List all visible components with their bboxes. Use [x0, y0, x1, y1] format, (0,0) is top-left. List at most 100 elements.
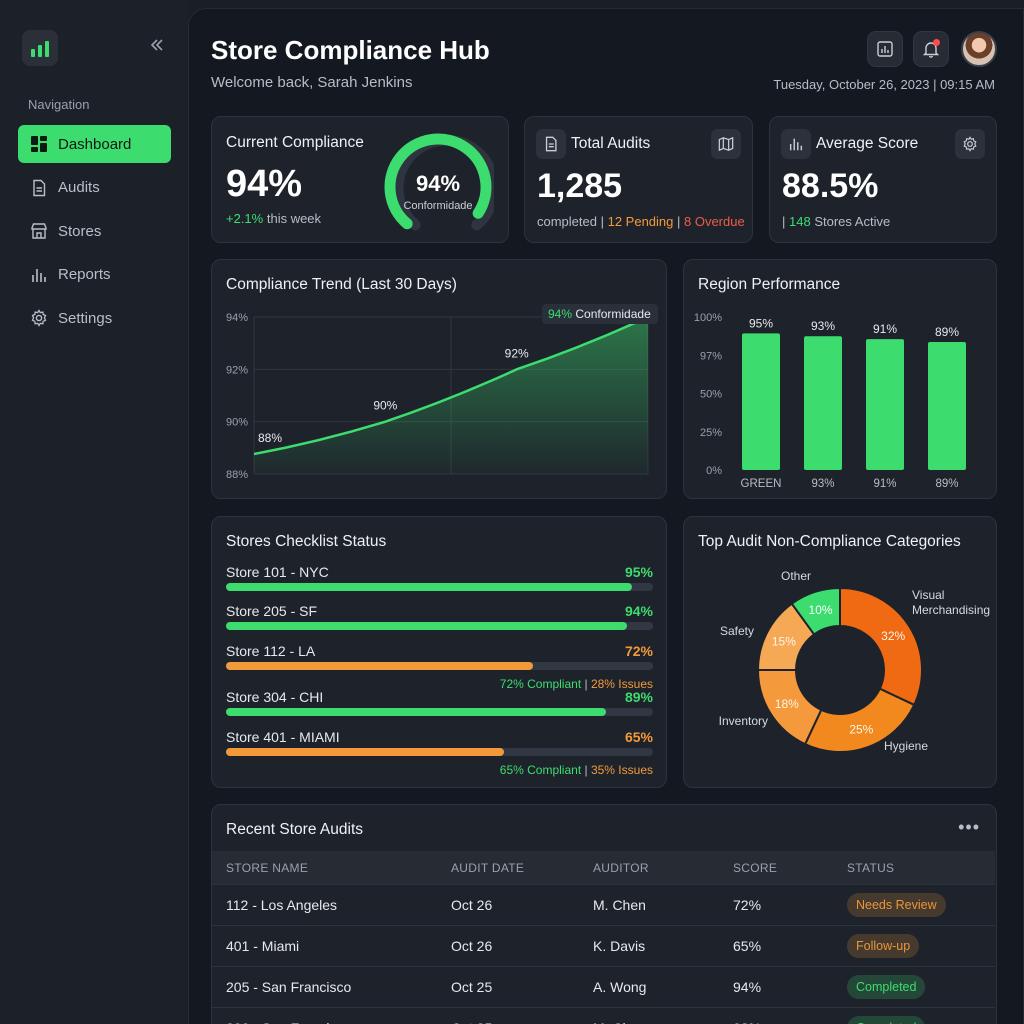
compliance-note: 72% Compliant | 28% Issues: [499, 677, 653, 691]
store-percent: 95%: [624, 564, 653, 580]
y-tick-label: 25%: [700, 427, 722, 439]
table-cell: M. Chen: [593, 897, 646, 913]
store-percent: 65%: [624, 729, 653, 745]
gauge-label: Conformidade: [403, 200, 472, 212]
store-percent: 72%: [624, 643, 653, 659]
y-tick-label: 90%: [226, 417, 248, 429]
notification-dot: [933, 39, 940, 46]
bar-chart-icon: [781, 129, 811, 159]
progress-fill: [226, 708, 607, 716]
bar-value-label: 89%: [935, 325, 959, 339]
slice-name-label: Visual Merchandising: [912, 588, 990, 617]
sidebar-item-label: Stores: [58, 222, 102, 240]
status-badge: Completed: [847, 1016, 926, 1024]
progress-fill: [226, 748, 504, 756]
table-row[interactable]: 205 - San Francisco Oct 25 A. Wong 94% Compl…: [212, 966, 995, 1006]
progress-track: [226, 748, 653, 756]
sidebar-item-settings[interactable]: Settings: [18, 299, 171, 337]
store-percent: 89%: [624, 689, 653, 705]
store-name: Store 401 - MIAMI: [226, 729, 340, 745]
compliance-note: 65% Compliant | 35% Issues: [499, 763, 653, 777]
y-tick-label: 50%: [700, 389, 722, 401]
card-title: Stores Checklist Status: [226, 533, 387, 550]
table-cell: 94%: [733, 979, 762, 995]
chart-icon: [877, 41, 893, 57]
sidebar-item-reports[interactable]: Reports: [18, 256, 171, 294]
table-cell: 112 - Los Angeles: [226, 897, 338, 913]
slice-name-label: Other: [781, 569, 811, 583]
x-tick-label: 93%: [811, 478, 834, 490]
column-header[interactable]: STATUS: [847, 861, 895, 875]
sidebar-item-label: Audits: [58, 179, 100, 196]
donut-slice: [790, 586, 841, 636]
slice-value-label: 10%: [809, 603, 833, 617]
store-name: Store 304 - CHI: [226, 689, 324, 705]
x-tick-label: GREEN: [741, 478, 782, 490]
stores-checklist-card: Stores Checklist Status Store 101 - NYC 9…: [211, 516, 667, 788]
compliance-gauge: 94% Conformidade: [384, 133, 494, 231]
date-time: Tuesday, October 26, 2023 | 09:15 AM: [773, 77, 995, 92]
status-badge: Needs Review: [847, 893, 946, 917]
bar: [866, 339, 904, 470]
y-tick-label: 0%: [706, 465, 722, 477]
more-options-icon[interactable]: •••: [958, 817, 980, 837]
card-title: Average Score: [816, 135, 919, 152]
store-icon: [31, 223, 47, 239]
sidebar-item-dashboard[interactable]: Dashboard: [18, 125, 171, 163]
sidebar: Navigation Dashboard Audits Stores Repor…: [0, 0, 188, 1024]
table-cell: 72%: [733, 897, 762, 913]
compliance-change: +2.1% this week: [226, 211, 322, 226]
report-button[interactable]: [867, 31, 903, 67]
notifications-button[interactable]: [913, 31, 949, 67]
x-tick-label: 89%: [935, 478, 958, 490]
y-tick-label: 94%: [226, 312, 248, 324]
table-cell: 200 - San Francisco: [226, 1020, 351, 1024]
collapse-sidebar-icon[interactable]: [148, 36, 166, 59]
column-header[interactable]: AUDIT DATE: [451, 861, 525, 875]
nav-heading: Navigation: [28, 97, 90, 112]
end-value-label: 94% Conformidade: [548, 307, 651, 321]
total-audits-value: 1,285: [537, 167, 623, 205]
y-tick-label: 92%: [226, 364, 248, 376]
trend-line: [253, 315, 649, 456]
column-header[interactable]: AUDITOR: [593, 861, 649, 875]
bar: [928, 342, 966, 470]
map-icon[interactable]: [711, 129, 741, 159]
compliance-value: 94%: [226, 163, 303, 205]
sidebar-item-audits[interactable]: Audits: [18, 169, 171, 207]
gear-icon[interactable]: [955, 129, 985, 159]
column-header[interactable]: STORE NAME: [226, 861, 309, 875]
donut-slice: [839, 586, 923, 707]
average-score-value: 88.5%: [782, 167, 879, 205]
sidebar-item-label: Reports: [58, 266, 111, 283]
table-cell: 92%: [733, 1020, 761, 1024]
page-title: Store Compliance Hub: [211, 35, 490, 65]
store-percent: 94%: [624, 603, 653, 619]
app-logo-icon[interactable]: [22, 30, 58, 66]
table-row[interactable]: 200 - San Francisco Oct 25 M. Chen 92% Compl…: [212, 1007, 995, 1024]
recent-audits-card: Recent Store Audits ••• STORE NAME AUDIT…: [211, 804, 997, 1024]
bar-value-label: 93%: [811, 319, 835, 333]
avatar[interactable]: [961, 31, 997, 67]
card-title: Current Compliance: [226, 134, 364, 151]
average-score-card: Average Score 88.5% | 148 Stores Active: [769, 116, 997, 243]
bar-chart-icon: [32, 268, 46, 282]
welcome-text: Welcome back, Sarah Jenkins: [211, 74, 413, 91]
table-row[interactable]: 401 - Miami Oct 26 K. Davis 65% Follow-up: [212, 925, 995, 965]
table-cell: Oct 25: [451, 979, 493, 995]
region-performance-chart: 100% 97% 50% 25% 0% 95% GREEN 93% 93% 91% 91% 89% 89…: [694, 312, 966, 490]
document-icon: [536, 129, 566, 159]
table-header: STORE NAME AUDIT DATE AUDITOR SCORE STAT…: [212, 851, 995, 884]
dashboard-icon: [31, 136, 47, 152]
table-row[interactable]: 112 - Los Angeles Oct 26 M. Chen 72% Needs R…: [212, 884, 995, 924]
stores-active: | 148 Stores Active: [782, 214, 891, 229]
sidebar-nav: Dashboard Audits Stores Reports Settings: [18, 125, 171, 343]
document-icon: [33, 179, 46, 196]
sidebar-item-stores[interactable]: Stores: [18, 212, 171, 250]
column-header[interactable]: SCORE: [733, 861, 778, 875]
slice-value-label: 25%: [849, 722, 873, 736]
x-tick-label: 91%: [873, 478, 896, 490]
status-badge: Follow-up: [847, 934, 920, 958]
table-cell: M. Chen: [593, 1020, 646, 1024]
table-cell: 205 - San Francisco: [226, 979, 352, 995]
